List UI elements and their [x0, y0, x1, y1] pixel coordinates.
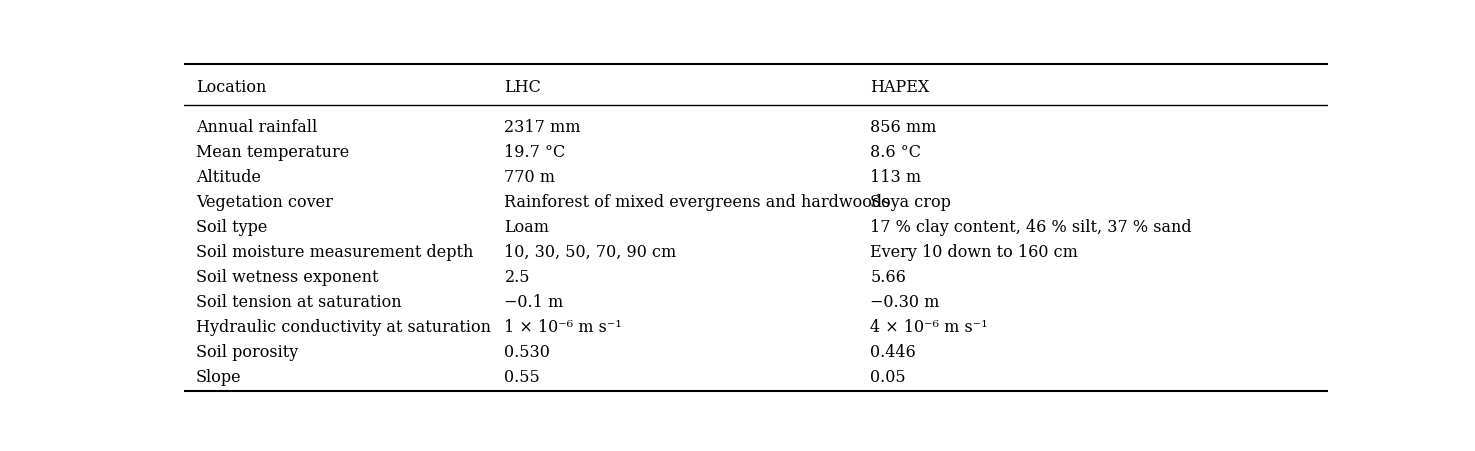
Text: Rainforest of mixed evergreens and hardwoods: Rainforest of mixed evergreens and hardw… — [504, 193, 891, 210]
Text: −0.30 m: −0.30 m — [870, 293, 940, 310]
Text: 5.66: 5.66 — [870, 268, 906, 285]
Text: Mean temperature: Mean temperature — [196, 143, 350, 160]
Text: 0.55: 0.55 — [504, 368, 540, 385]
Text: 0.05: 0.05 — [870, 368, 906, 385]
Text: Loam: Loam — [504, 218, 550, 235]
Text: 19.7 °C: 19.7 °C — [504, 143, 566, 160]
Text: 0.530: 0.530 — [504, 343, 550, 360]
Text: Soya crop: Soya crop — [870, 193, 951, 210]
Text: 4 × 10⁻⁶ m s⁻¹: 4 × 10⁻⁶ m s⁻¹ — [870, 318, 988, 335]
Text: Every 10 down to 160 cm: Every 10 down to 160 cm — [870, 243, 1078, 260]
Text: HAPEX: HAPEX — [870, 78, 929, 96]
Text: −0.1 m: −0.1 m — [504, 293, 563, 310]
Text: Soil type: Soil type — [196, 218, 267, 235]
Text: Location: Location — [196, 78, 266, 96]
Text: 856 mm: 856 mm — [870, 118, 937, 135]
Text: Soil tension at saturation: Soil tension at saturation — [196, 293, 401, 310]
Text: Soil wetness exponent: Soil wetness exponent — [196, 268, 378, 285]
Text: 2.5: 2.5 — [504, 268, 530, 285]
Text: 8.6 °C: 8.6 °C — [870, 143, 922, 160]
Text: Soil porosity: Soil porosity — [196, 343, 298, 360]
Text: 770 m: 770 m — [504, 168, 556, 185]
Text: 0.446: 0.446 — [870, 343, 916, 360]
Text: Altitude: Altitude — [196, 168, 261, 185]
Text: 17 % clay content, 46 % silt, 37 % sand: 17 % clay content, 46 % silt, 37 % sand — [870, 218, 1192, 235]
Text: Slope: Slope — [196, 368, 242, 385]
Text: 10, 30, 50, 70, 90 cm: 10, 30, 50, 70, 90 cm — [504, 243, 677, 260]
Text: 2317 mm: 2317 mm — [504, 118, 581, 135]
Text: LHC: LHC — [504, 78, 541, 96]
Text: 1 × 10⁻⁶ m s⁻¹: 1 × 10⁻⁶ m s⁻¹ — [504, 318, 622, 335]
Text: Hydraulic conductivity at saturation: Hydraulic conductivity at saturation — [196, 318, 491, 335]
Text: Annual rainfall: Annual rainfall — [196, 118, 317, 135]
Text: 113 m: 113 m — [870, 168, 922, 185]
Text: Soil moisture measurement depth: Soil moisture measurement depth — [196, 243, 473, 260]
Text: Vegetation cover: Vegetation cover — [196, 193, 333, 210]
